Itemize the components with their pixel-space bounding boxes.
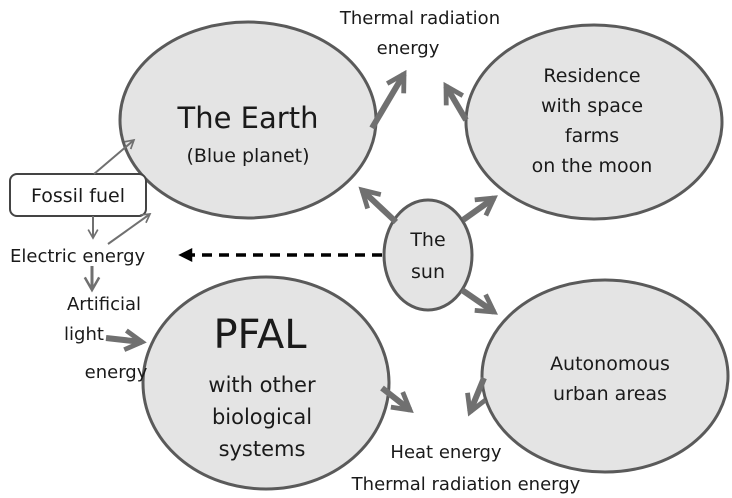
arrow-electric-to-earth	[107, 213, 152, 245]
thermal-radiation-bottom-label: Thermal radiation energy	[351, 474, 581, 495]
pfal-node	[141, 275, 391, 491]
electric-energy-label: Electric energy	[10, 246, 145, 267]
arrow-artificial-light-to-pfal	[105, 328, 147, 352]
artificial-light-line3: energy	[85, 362, 148, 383]
earth-title: The Earth	[177, 101, 319, 135]
arrow-urban-heat	[465, 376, 487, 417]
urban-node	[480, 278, 730, 474]
sun-line2: sun	[411, 261, 445, 283]
heat-energy-label: Heat energy	[390, 442, 501, 463]
arrow-fossil-to-earth	[93, 138, 136, 175]
arrow-sun-to-urban	[460, 287, 498, 315]
arrow-earth-thermal	[369, 69, 407, 130]
earth-subtitle: (Blue planet)	[186, 145, 309, 167]
urban-line2: urban areas	[553, 383, 667, 405]
artificial-light-line2: light	[64, 324, 104, 345]
fossil-fuel-label: Fossil fuel	[31, 185, 125, 207]
thermal-radiation-top-line1: Thermal radiation	[339, 8, 500, 29]
arrow-sun-to-earth	[358, 186, 399, 225]
arrow-residence-thermal	[443, 81, 469, 122]
thermal-radiation-top-line2: energy	[377, 38, 440, 59]
pfal-line2: biological	[212, 405, 312, 429]
sun-node	[382, 198, 474, 312]
arrow-sun-to-residence	[461, 195, 498, 223]
pfal-line3: systems	[219, 437, 306, 461]
pfal-line1: with other	[208, 373, 316, 397]
urban-line1: Autonomous	[550, 353, 670, 375]
fossil-fuel-box	[9, 173, 147, 217]
artificial-light-line1: Artificial	[67, 294, 141, 315]
residence-line1: Residence	[543, 65, 640, 87]
arrow-pfal-heat	[380, 385, 414, 413]
residence-node	[464, 23, 724, 221]
residence-line3: farms	[565, 125, 619, 147]
residence-line4: on the moon	[532, 155, 653, 177]
residence-line2: with space	[541, 95, 643, 117]
pfal-title: PFAL	[213, 312, 307, 358]
sun-line1: The	[409, 229, 445, 251]
